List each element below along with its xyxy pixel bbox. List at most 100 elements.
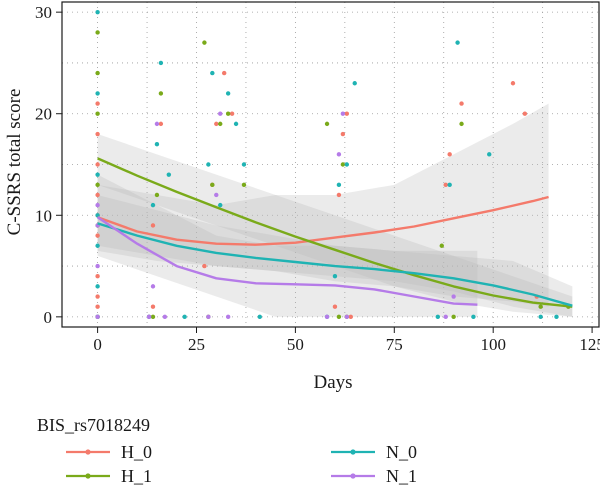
y-tick-label: 0 <box>44 308 53 327</box>
point-h_1 <box>150 314 156 320</box>
legend-title: BIS_rs7018249 <box>37 415 150 435</box>
legend: H_0 H_1 N_0 N_1 <box>66 442 417 486</box>
point-h_0 <box>95 131 100 137</box>
point-h_0 <box>344 111 350 116</box>
x-tick-label: 25 <box>188 335 205 354</box>
point-n_0 <box>95 9 100 15</box>
point-h_0 <box>95 101 100 106</box>
legend-item-h_1: H_1 <box>66 466 152 486</box>
legend-item-n_1: N_1 <box>331 466 417 486</box>
legend-swatch-point <box>85 449 91 455</box>
point-h_1 <box>95 30 100 35</box>
point-h_0 <box>150 223 156 228</box>
point-n_1 <box>95 202 100 208</box>
point-n_0 <box>538 314 543 320</box>
point-n_1 <box>451 294 456 299</box>
legend-label: N_0 <box>386 442 417 462</box>
point-h_0 <box>202 263 207 269</box>
point-h_1 <box>225 111 231 116</box>
point-n_0 <box>332 274 338 279</box>
point-n_1 <box>340 111 346 116</box>
point-h_0 <box>150 304 156 309</box>
point-h_1 <box>158 91 164 96</box>
plot-frame <box>61 1 600 328</box>
point-h_0 <box>95 304 100 309</box>
point-n_0 <box>233 121 239 127</box>
point-h_0 <box>336 192 342 198</box>
legend-label: N_1 <box>386 466 417 486</box>
point-n_1 <box>336 152 342 157</box>
point-n_0 <box>487 152 492 157</box>
y-axis-ticks: 0 10 20 30 <box>35 3 62 327</box>
point-n_0 <box>554 314 559 320</box>
point-h_1 <box>95 182 100 188</box>
point-h_0 <box>332 304 338 309</box>
point-n_0 <box>447 182 452 188</box>
trend-line-h_1 <box>97 157 573 308</box>
point-h_0 <box>158 121 164 127</box>
point-n_1 <box>443 314 448 320</box>
point-h_1 <box>538 304 543 309</box>
trend-lines <box>96 157 573 308</box>
confidence-band-h_0 <box>97 103 549 307</box>
point-h_1 <box>95 70 100 76</box>
point-n_1 <box>154 121 160 127</box>
point-n_0 <box>95 284 100 289</box>
point-h_0 <box>510 81 516 86</box>
point-n_0 <box>225 91 231 96</box>
point-n_0 <box>95 243 100 248</box>
point-h_1 <box>202 40 207 45</box>
point-h_1 <box>218 121 223 127</box>
point-n_1 <box>146 314 152 320</box>
point-n_1 <box>214 192 219 198</box>
x-tick-label: 100 <box>480 335 506 354</box>
point-h_1 <box>459 121 464 127</box>
point-n_1 <box>218 111 223 116</box>
point-n_0 <box>95 172 100 177</box>
point-h_1 <box>95 111 100 116</box>
point-n_0 <box>352 81 357 86</box>
point-h_1 <box>154 192 160 198</box>
point-n_0 <box>336 182 342 188</box>
legend-swatch-point <box>350 473 356 479</box>
point-n_0 <box>241 162 247 167</box>
point-n_0 <box>154 141 160 147</box>
x-tick-label: 75 <box>386 335 403 354</box>
point-h_1 <box>241 182 247 188</box>
point-n_0 <box>257 314 262 320</box>
point-h_0 <box>229 111 235 116</box>
point-n_0 <box>344 162 350 167</box>
point-h_0 <box>214 121 219 127</box>
point-h_0 <box>95 294 100 299</box>
point-n_0 <box>210 70 215 76</box>
trend-line-n_0 <box>97 222 573 307</box>
point-h_0 <box>348 314 353 320</box>
x-tick-label: 0 <box>93 335 102 354</box>
point-n_0 <box>206 162 211 167</box>
point-h_0 <box>95 162 100 167</box>
point-n_0 <box>435 314 441 320</box>
legend-label: H_1 <box>121 466 152 486</box>
point-h_1 <box>451 314 456 320</box>
point-n_1 <box>225 314 231 320</box>
point-h_1 <box>324 121 330 127</box>
point-h_0 <box>522 111 528 116</box>
point-n_1 <box>95 263 100 269</box>
legend-swatch-point <box>350 449 356 455</box>
point-n_0 <box>95 213 100 218</box>
point-n_0 <box>182 314 187 320</box>
point-n_0 <box>455 40 460 45</box>
point-h_1 <box>439 243 444 248</box>
legend-swatch-point <box>85 473 91 479</box>
y-axis-title: C-SSRS total score <box>4 89 25 236</box>
legend-item-n_0: N_0 <box>331 442 417 462</box>
point-n_0 <box>95 91 100 96</box>
point-n_0 <box>166 172 172 177</box>
point-h_0 <box>221 70 227 76</box>
point-n_1 <box>206 314 211 320</box>
point-n_1 <box>150 284 156 289</box>
legend-item-h_0: H_0 <box>66 442 152 462</box>
point-n_0 <box>158 60 164 66</box>
point-n_1 <box>162 314 168 320</box>
